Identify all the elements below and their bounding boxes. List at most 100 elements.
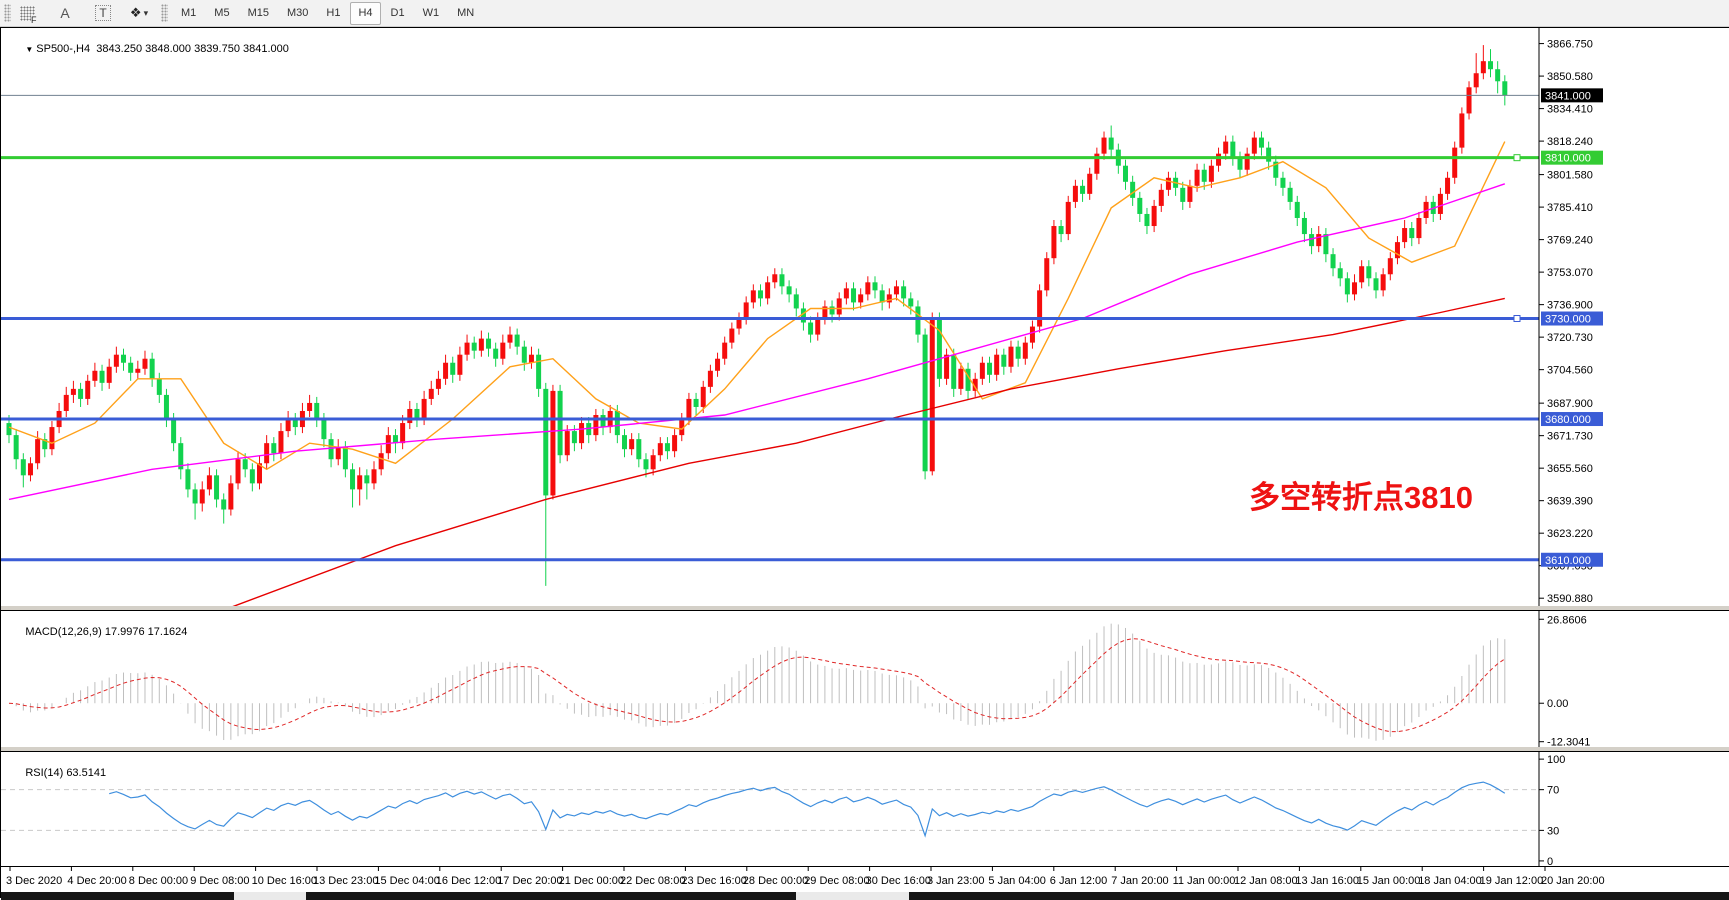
- candle-body: [944, 354, 950, 379]
- candlestick-chart[interactable]: 3866.750 3850.580 3834.410 3818.240 3801.580…: [1, 28, 1729, 606]
- panel-splitter-2[interactable]: [1, 747, 1729, 751]
- candle-body: [908, 298, 914, 307]
- candle-body: [20, 459, 26, 476]
- macd-label: MACD(12,26,9) 17.9976 17.1624: [7, 614, 187, 650]
- letter-a-icon: A: [60, 5, 70, 21]
- candle-body: [85, 380, 91, 399]
- timeframe-button-M30[interactable]: M30: [286, 7, 309, 19]
- candle-body: [1416, 217, 1422, 239]
- objects-button[interactable]: ❖ ▾: [127, 2, 151, 24]
- candle-body: [450, 362, 456, 375]
- macd-panel[interactable]: 26.8606 0.00 -12.3041 MACD(12,26,9) 17.997…: [1, 610, 1729, 748]
- candle-body: [163, 394, 169, 420]
- price-tick-label: 3818.240: [1547, 136, 1593, 148]
- timeframe-button-D1[interactable]: D1: [390, 7, 405, 19]
- line-handle: [1513, 154, 1521, 162]
- candle-body: [242, 459, 248, 470]
- candle-body: [664, 443, 670, 452]
- timeframe-button-M15[interactable]: M15: [247, 7, 269, 19]
- timeframe-button-H1[interactable]: H1: [326, 7, 341, 19]
- candle-body: [994, 354, 1000, 375]
- candle-body: [321, 419, 327, 440]
- candle-body: [149, 358, 155, 379]
- timeframe-button-W1[interactable]: W1: [422, 7, 440, 19]
- time-tick-label: 3 Jan 23:00: [927, 875, 985, 887]
- candle-body: [78, 388, 84, 399]
- price-tick-label: 3785.410: [1547, 202, 1593, 214]
- text-box-button[interactable]: T: [91, 2, 115, 24]
- symbol-dropdown-icon[interactable]: ▼: [25, 45, 34, 54]
- candle-body: [650, 455, 656, 470]
- font-grid-button[interactable]: F: [15, 2, 39, 25]
- candle-body: [1151, 205, 1157, 227]
- time-axis[interactable]: 3 Dec 2020 4 Dec 20:00 8 Dec 00:00 9 Dec 08…: [1, 866, 1729, 892]
- candle-body: [1216, 153, 1222, 166]
- candle-body: [1409, 228, 1415, 239]
- candle-body: [843, 288, 849, 299]
- timeframe-button-M1[interactable]: M1: [181, 7, 197, 19]
- ma-mid-magenta: [8, 183, 1506, 501]
- candle-body: [421, 398, 427, 420]
- candle-body: [958, 368, 964, 389]
- time-tick-label: 4 Dec 20:00: [67, 875, 126, 887]
- timeframe-button-H4[interactable]: H4: [350, 1, 381, 25]
- time-tick-label: 28 Dec 00:00: [743, 875, 808, 887]
- candle-body: [901, 286, 907, 299]
- candle-body: [936, 318, 942, 379]
- candle-body: [1087, 173, 1093, 194]
- candle-body: [1237, 157, 1243, 170]
- time-tick-label: 9 Dec 08:00: [190, 875, 249, 887]
- macd-chart[interactable]: 26.8606 0.00 -12.3041: [1, 611, 1729, 747]
- candle-body: [407, 408, 413, 424]
- candle-body: [779, 274, 785, 287]
- candle-body: [622, 435, 628, 450]
- time-tick-label: 15 Dec 04:00: [374, 875, 439, 887]
- candle-body: [865, 282, 871, 295]
- candle-body: [987, 362, 993, 375]
- price-label-box: [1541, 88, 1603, 103]
- candle-body: [536, 354, 542, 389]
- candle-body: [1108, 137, 1114, 150]
- candle-body: [1495, 69, 1501, 82]
- candle-body: [1044, 258, 1050, 291]
- candle-body: [214, 475, 220, 500]
- candle-body: [793, 294, 799, 309]
- time-tick-label: 15 Jan 00:00: [1357, 875, 1421, 887]
- candle-body: [743, 302, 749, 319]
- candle-body: [564, 431, 570, 456]
- time-tick-label: 5 Jan 04:00: [988, 875, 1046, 887]
- price-label-text: 3810.000: [1545, 153, 1591, 165]
- rsi-tick-label: 30: [1547, 825, 1559, 837]
- chart-annotation-text: 多空转折点3810: [1249, 480, 1473, 515]
- candle-body: [1223, 141, 1229, 154]
- panel-splitter-1[interactable]: [1, 606, 1729, 610]
- time-tick-label: 21 Dec 00:00: [559, 875, 624, 887]
- timeframe-button-M5[interactable]: M5: [214, 7, 230, 19]
- price-tick-label: 3736.900: [1547, 300, 1593, 312]
- candle-body: [1008, 346, 1014, 367]
- candle-body: [1165, 177, 1171, 190]
- candle-body: [1502, 81, 1508, 96]
- main-chart-panel[interactable]: 3866.750 3850.580 3834.410 3818.240 3801.580…: [1, 27, 1729, 607]
- candle-body: [1466, 87, 1472, 114]
- candle-body: [851, 288, 857, 303]
- toolbar-grip[interactable]: [4, 4, 11, 22]
- candle-body: [808, 322, 814, 335]
- rsi-panel[interactable]: 100 70 30 0 RSI(14) 63.5141: [1, 751, 1729, 867]
- rsi-chart[interactable]: 100 70 30 0: [1, 752, 1729, 866]
- bottom-taskbar-strip: [1, 892, 1729, 900]
- time-tick-label: 13 Dec 23:00: [313, 875, 378, 887]
- candle-body: [135, 368, 141, 373]
- text-label-button[interactable]: A: [53, 2, 77, 24]
- timeframe-button-MN[interactable]: MN: [457, 7, 475, 19]
- toolbar-grip-2[interactable]: [161, 4, 168, 22]
- candle-body: [979, 362, 985, 379]
- candle-body: [392, 435, 398, 444]
- candle-body: [178, 443, 184, 470]
- candle-body: [156, 378, 162, 395]
- candle-body: [471, 342, 477, 351]
- time-tick-label: 6 Jan 12:00: [1050, 875, 1108, 887]
- candle-body: [70, 388, 76, 395]
- candle-body: [1316, 234, 1322, 247]
- symbol-title[interactable]: ▼ SP500-,H4 3843.250 3848.000 3839.750 38…: [7, 31, 289, 67]
